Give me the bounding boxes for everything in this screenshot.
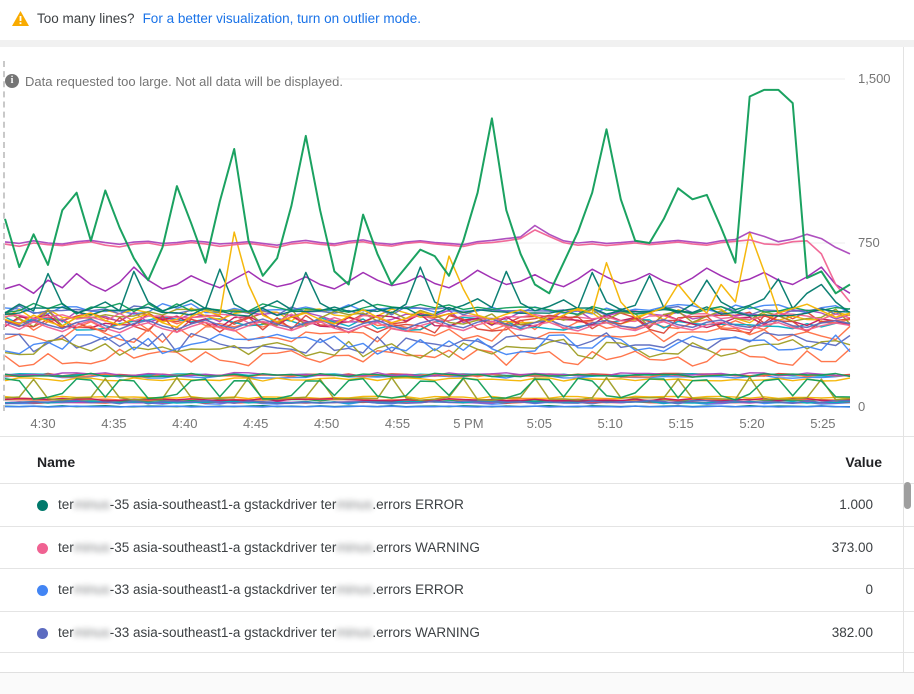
redacted-text: minus	[336, 540, 373, 555]
x-axis-tick-label: 5:05	[526, 416, 552, 431]
redacted-text: minus	[336, 497, 373, 512]
chart-line	[4, 319, 851, 334]
banner-question-text: Too many lines?	[37, 11, 135, 26]
chart-line	[4, 88, 851, 295]
scrollbar-track	[903, 47, 904, 672]
x-axis-tick-label: 4:45	[243, 416, 269, 431]
row-divider	[0, 611, 914, 612]
chart-line	[4, 325, 851, 343]
y-axis-label-750: 750	[858, 235, 880, 250]
outlier-mode-link[interactable]: For a better visualization, turn on outl…	[142, 11, 421, 26]
chart-table-divider	[0, 436, 914, 437]
series-color-dot	[37, 500, 48, 511]
table-header-value: Value	[845, 454, 882, 470]
chart-line	[4, 348, 851, 368]
chart-line	[4, 224, 851, 255]
chart-line	[4, 312, 851, 324]
outlier-banner: Too many lines? For a better visualizati…	[0, 0, 914, 40]
row-divider	[0, 526, 914, 527]
chart-line	[4, 229, 851, 303]
row-divider	[0, 568, 914, 569]
series-name: terminus-33 asia-southeast1-a gstackdriv…	[58, 625, 480, 640]
chart-line	[4, 266, 851, 314]
x-axis-tick-label: 4:30	[30, 416, 56, 431]
chart-left-dashed-boundary	[3, 61, 5, 411]
chart-line	[4, 333, 851, 356]
scrollbar-thumb[interactable]	[904, 482, 911, 509]
table-header-name: Name	[37, 454, 76, 470]
series-name: terminus-35 asia-southeast1-a gstackdriv…	[58, 497, 464, 512]
chart-line	[4, 372, 851, 378]
chart-line	[4, 338, 851, 360]
row-divider	[0, 652, 914, 653]
x-axis-tick-label: 4:35	[101, 416, 127, 431]
chart-line	[4, 308, 851, 328]
series-value: 373.00	[831, 540, 873, 555]
chart-line	[4, 266, 851, 295]
table-row[interactable]: terminus-35 asia-southeast1-a gstackdriv…	[0, 484, 905, 526]
series-color-dot	[37, 585, 48, 596]
chart-line	[4, 377, 851, 382]
x-axis-tick-label: 4:55	[384, 416, 411, 431]
timeseries-chart[interactable]	[0, 55, 905, 435]
series-value: 382.00	[831, 625, 873, 640]
warning-icon	[12, 11, 29, 26]
redacted-text: minus	[73, 582, 110, 597]
y-axis-label-1500: 1,500	[858, 71, 891, 86]
table-row[interactable]: terminus-33 asia-southeast1-a gstackdriv…	[0, 612, 905, 654]
x-axis: 4:30 4:35 4:40 4:45 4:50 4:55 5 PM 5:05 5:10 5:15…	[0, 416, 914, 432]
y-axis-label-0: 0	[858, 399, 866, 414]
series-value: 1.000	[839, 497, 873, 512]
table-row[interactable]: terminus-35 asia-southeast1-a gstackdriv…	[0, 527, 905, 569]
series-color-dot	[37, 628, 48, 639]
chart-line	[4, 405, 851, 408]
series-color-dot	[37, 543, 48, 554]
redacted-text: minus	[336, 582, 373, 597]
chart-line	[4, 332, 851, 354]
x-axis-tick-label: 5:20	[739, 416, 765, 431]
chart-line	[4, 377, 851, 401]
x-axis-tick-label: 4:40	[172, 416, 198, 431]
row-divider	[0, 483, 914, 484]
info-icon: i	[5, 74, 19, 88]
x-axis-tick-label: 4:50	[313, 416, 340, 431]
section-gap	[0, 40, 914, 47]
redacted-text: minus	[336, 625, 373, 640]
redacted-text: minus	[73, 540, 110, 555]
chart-line	[4, 318, 851, 331]
series-name: terminus-33 asia-southeast1-a gstackdriv…	[58, 582, 464, 597]
x-axis-tick-label: 5:25	[810, 416, 836, 431]
data-too-large-notice: i Data requested too large. Not all data…	[0, 71, 914, 91]
chart-line	[4, 313, 851, 329]
table-row[interactable]: terminus-33 asia-southeast1-a gstackdriv…	[0, 569, 905, 611]
chart-line	[4, 399, 851, 405]
series-name: terminus-35 asia-southeast1-a gstackdriv…	[58, 540, 480, 555]
chart-line	[4, 376, 851, 402]
widget-bottom-edge	[0, 672, 914, 694]
chart-line	[4, 231, 851, 328]
redacted-text: minus	[73, 497, 110, 512]
chart-line	[4, 395, 851, 400]
series-value: 0	[865, 582, 873, 597]
info-message: Data requested too large. Not all data w…	[25, 74, 343, 89]
redacted-text: minus	[73, 625, 110, 640]
chart-line	[4, 314, 851, 334]
x-axis-tick-label: 5 PM	[453, 416, 484, 431]
x-axis-tick-label: 5:10	[597, 416, 623, 431]
x-axis-tick-label: 5:15	[668, 416, 694, 431]
